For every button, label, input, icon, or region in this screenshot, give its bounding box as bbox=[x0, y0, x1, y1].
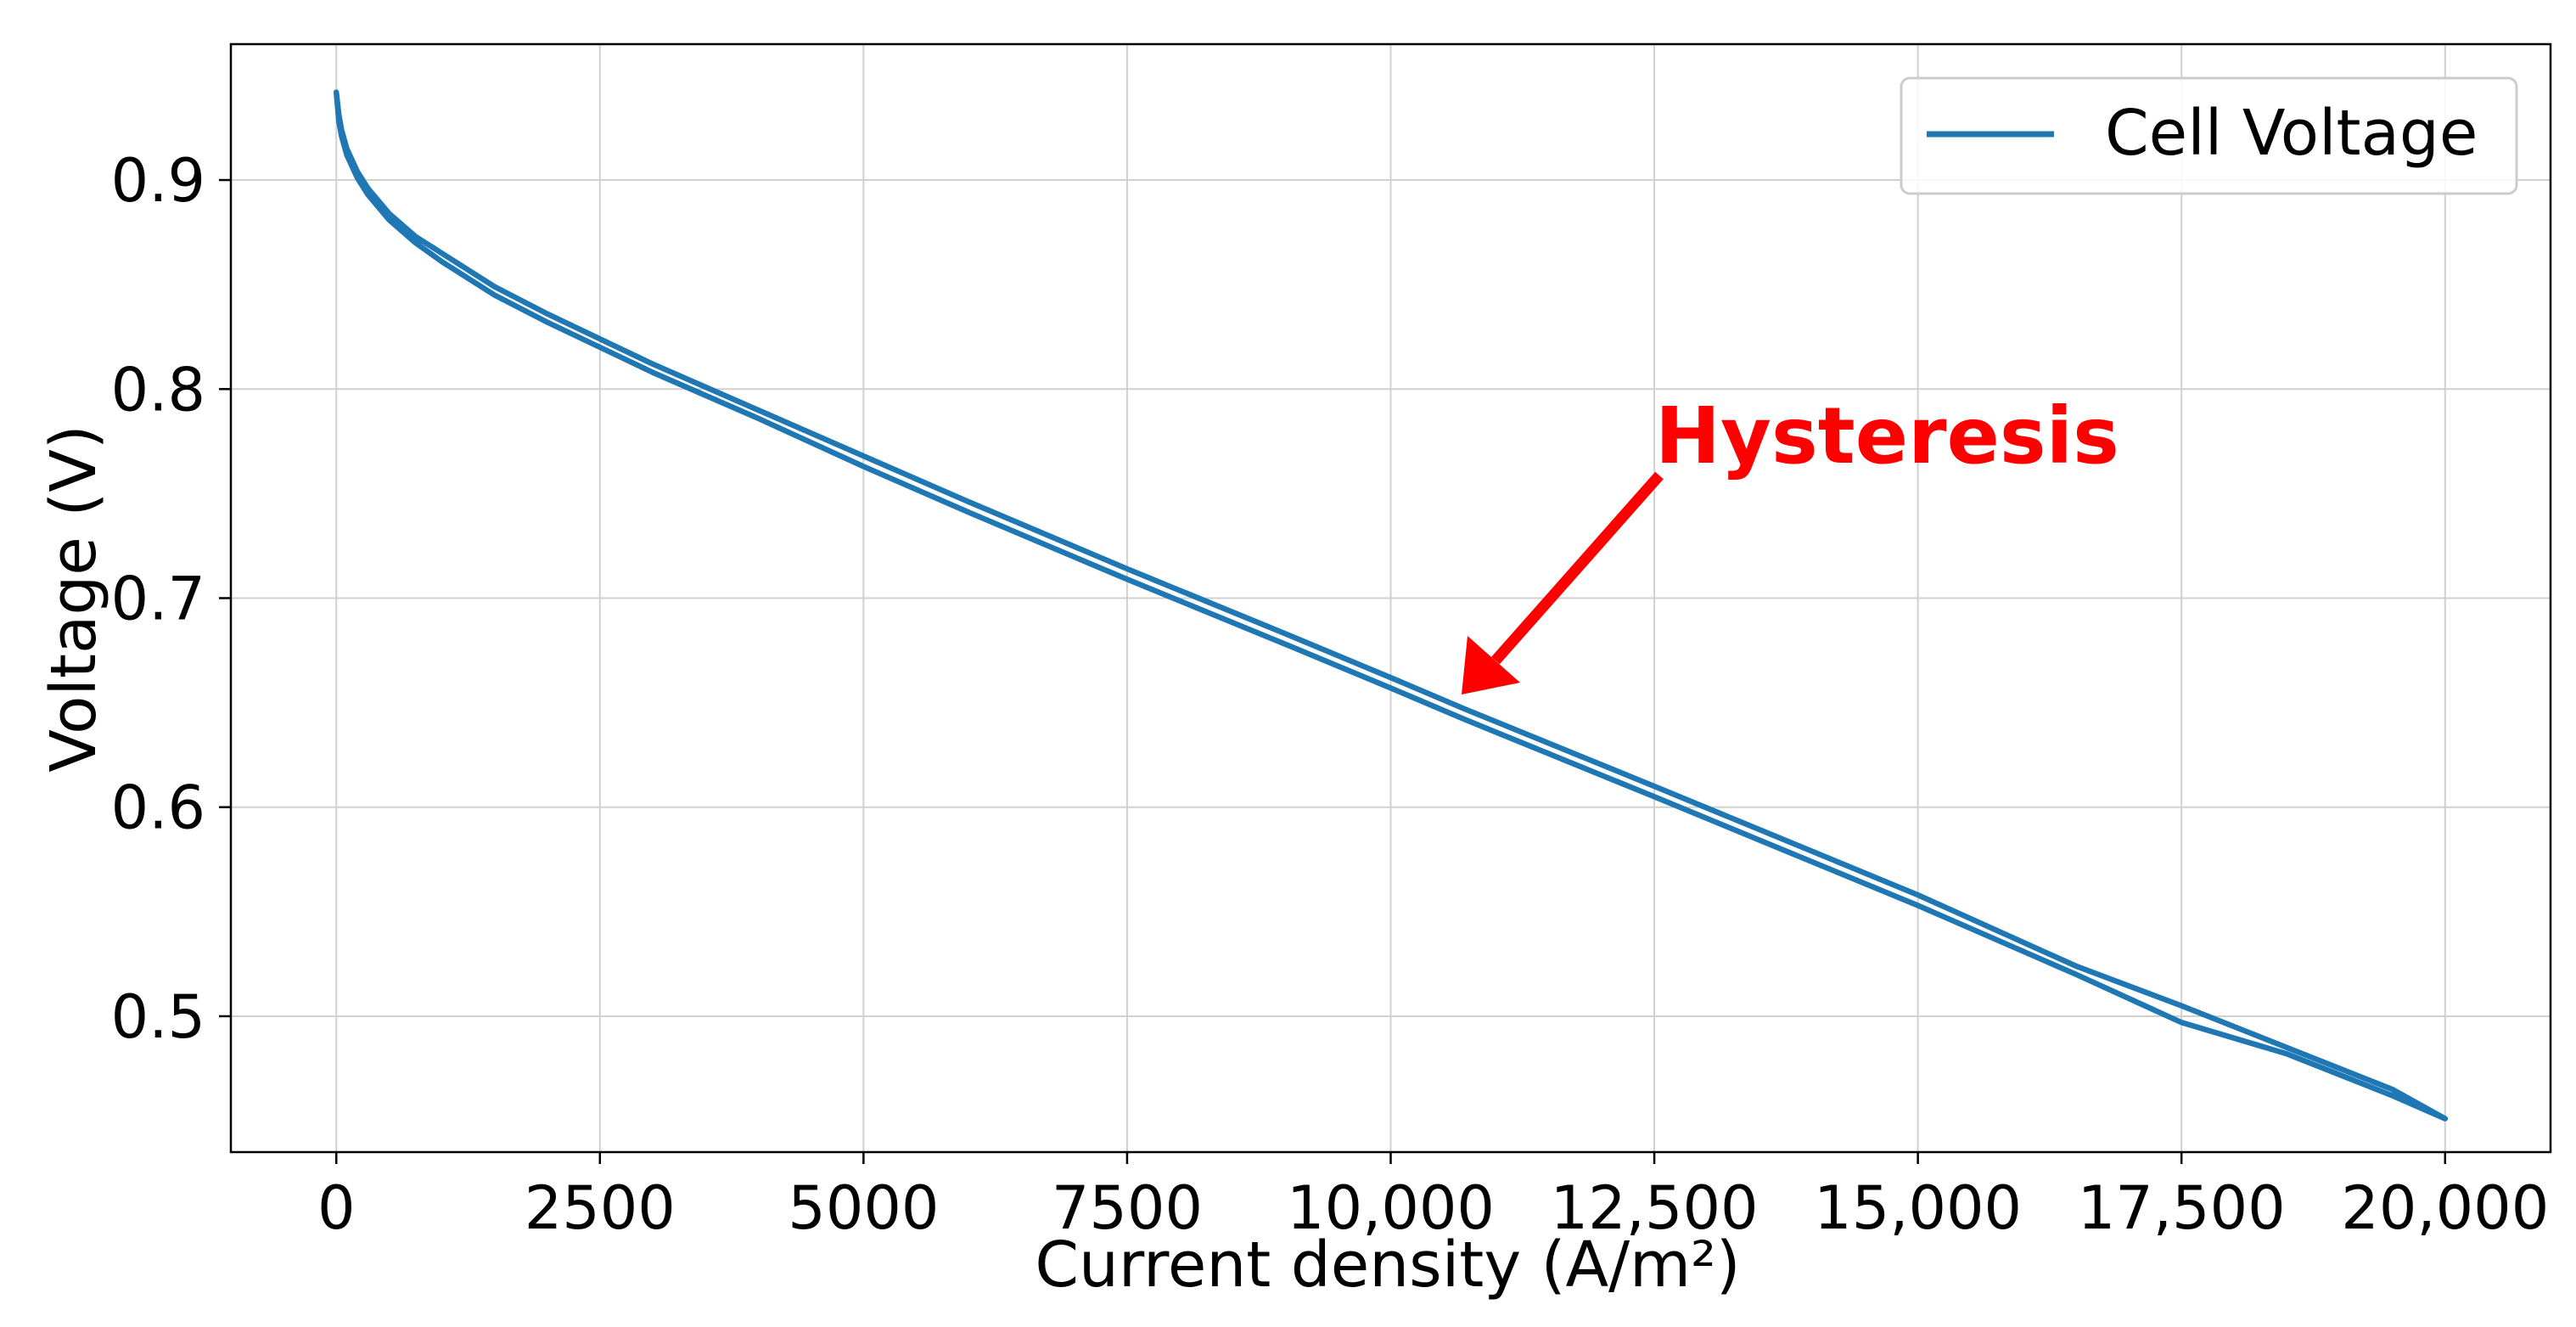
series-line-cell-voltage bbox=[333, 89, 2449, 1122]
series-layer bbox=[333, 89, 2449, 1122]
grid-layer bbox=[231, 44, 2551, 1152]
legend-label: Cell Voltage bbox=[2105, 97, 2478, 170]
ticks-layer: 0 2500 5000 7500 10,000 12,500 15,000 17,500 20,… bbox=[111, 146, 2550, 1243]
y-tick-label: 0.7 bbox=[111, 565, 205, 634]
x-axis-label: Current density (A/m²) bbox=[1035, 1229, 1740, 1302]
y-axis-label: Voltage (V) bbox=[37, 425, 110, 772]
annotation-text: Hysteresis bbox=[1655, 391, 2119, 481]
x-tick-label: 10,000 bbox=[1287, 1173, 1495, 1243]
legend: Cell Voltage bbox=[1900, 76, 2518, 195]
y-tick-label: 0.8 bbox=[111, 355, 205, 425]
annotation-arrow-head bbox=[1462, 636, 1520, 694]
x-tick-label: 15,000 bbox=[1814, 1173, 2022, 1243]
legend-box bbox=[1900, 76, 2518, 195]
x-tick-label: 7500 bbox=[1052, 1173, 1203, 1243]
y-tick-label: 0.5 bbox=[111, 982, 205, 1052]
x-tick-label: 20,000 bbox=[2341, 1173, 2549, 1243]
x-tick-label: 17,500 bbox=[2078, 1173, 2286, 1243]
y-tick-label: 0.6 bbox=[111, 773, 205, 843]
x-tick-label: 12,500 bbox=[1551, 1173, 1759, 1243]
x-tick-label: 0 bbox=[317, 1173, 356, 1243]
y-tick-label: 0.9 bbox=[111, 146, 205, 216]
x-tick-label: 2500 bbox=[525, 1173, 676, 1243]
hysteresis-annotation: Hysteresis bbox=[1462, 391, 2119, 694]
annotation-arrow-shaft bbox=[1491, 471, 1664, 665]
x-tick-label: 5000 bbox=[788, 1173, 939, 1243]
